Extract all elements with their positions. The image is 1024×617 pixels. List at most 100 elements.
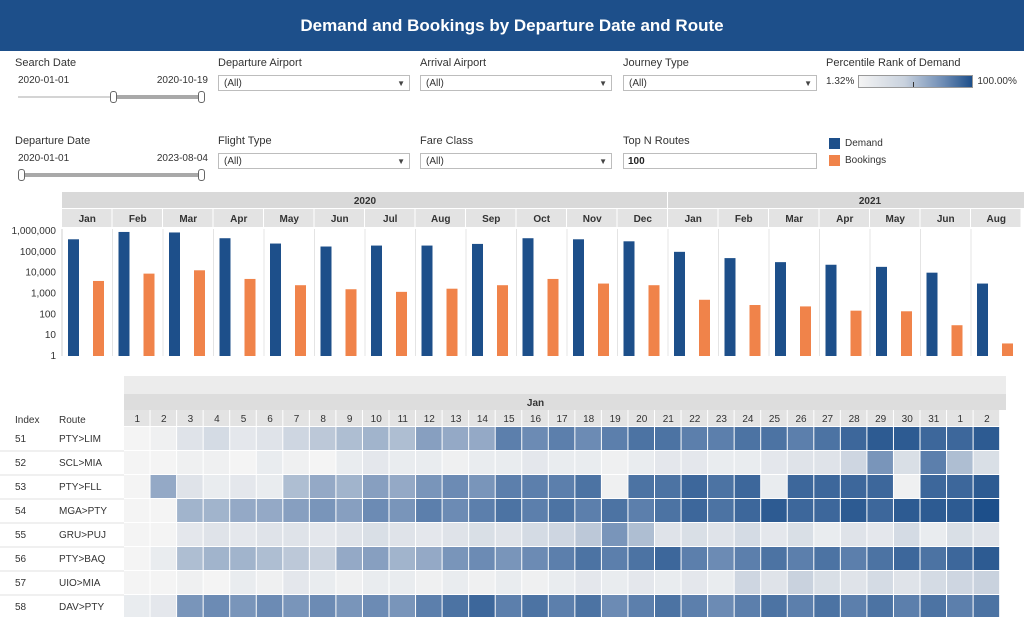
departure-date-max: 2023-08-04 bbox=[156, 153, 208, 164]
departure-date-slider[interactable] bbox=[18, 168, 205, 182]
day-label: 2 bbox=[984, 414, 990, 425]
slider-handle-min[interactable] bbox=[110, 91, 117, 103]
flight-type-dropdown[interactable]: (All) ▼ bbox=[218, 153, 410, 169]
day-header-cell bbox=[840, 410, 867, 426]
y-tick-label: 1,000 bbox=[31, 289, 56, 300]
bookings-bar bbox=[749, 305, 761, 356]
day-label: 6 bbox=[267, 414, 273, 425]
row-route: GRU>PUJ bbox=[59, 530, 106, 541]
heatmap-cell bbox=[283, 571, 309, 594]
heatmap-cell bbox=[309, 451, 336, 474]
heatmap-cell bbox=[203, 451, 230, 474]
heatmap-cell bbox=[814, 523, 840, 546]
legend-demand[interactable]: Demand bbox=[829, 138, 883, 149]
heatmap-cell bbox=[761, 427, 787, 450]
departure-date-min: 2020-01-01 bbox=[18, 153, 70, 164]
heatmap-cell bbox=[469, 523, 495, 546]
heatmap-cell bbox=[708, 451, 734, 474]
heatmap-cell bbox=[867, 427, 893, 450]
day-label: 12 bbox=[424, 414, 436, 425]
top-n-input[interactable] bbox=[623, 153, 817, 169]
bookings-bar bbox=[1002, 343, 1013, 356]
slider-handle-max[interactable] bbox=[198, 169, 205, 181]
heatmap-cell bbox=[601, 571, 628, 594]
heatmap-cell bbox=[973, 475, 1000, 498]
y-tick-label: 10 bbox=[45, 330, 57, 341]
legend-bookings-label: Bookings bbox=[845, 155, 887, 166]
row-route: UIO>MIA bbox=[59, 578, 101, 589]
slider-handle-max[interactable] bbox=[198, 91, 205, 103]
heatmap-cell bbox=[177, 523, 203, 546]
month-header-cell bbox=[870, 209, 920, 227]
month-label: Apr bbox=[836, 214, 853, 225]
heatmap-cell bbox=[920, 451, 947, 474]
legend-bookings[interactable]: Bookings bbox=[829, 155, 886, 166]
heatmap-cell bbox=[336, 547, 362, 570]
month-header-cell bbox=[819, 209, 869, 227]
day-label: 14 bbox=[477, 414, 489, 425]
heatmap-cell bbox=[973, 499, 1000, 522]
heatmap-cell bbox=[867, 547, 893, 570]
heatmap-cell bbox=[761, 499, 787, 522]
heatmap-cell bbox=[256, 499, 283, 522]
heatmap-cell bbox=[177, 571, 203, 594]
row-index: 57 bbox=[15, 578, 27, 589]
month-label: Aug bbox=[431, 214, 450, 225]
heatmap-cell bbox=[734, 451, 761, 474]
departure-airport-filter: Departure Airport (All) ▼ bbox=[218, 57, 410, 91]
heatmap-cell bbox=[681, 475, 708, 498]
slider-fill bbox=[113, 95, 200, 99]
heatmap-cell bbox=[947, 451, 973, 474]
heatmap-cell bbox=[548, 571, 575, 594]
heatmap-cell bbox=[893, 499, 920, 522]
heatmap-cell bbox=[389, 523, 416, 546]
heatmap-cell bbox=[362, 451, 389, 474]
month-label: Nov bbox=[583, 214, 602, 225]
heatmap-cell bbox=[389, 499, 416, 522]
heatmap-cell bbox=[893, 595, 920, 617]
heatmap-cell bbox=[495, 595, 522, 617]
search-date-filter: Search Date 2020-01-01 2020-10-19 bbox=[15, 57, 208, 104]
heatmap-cell bbox=[124, 523, 150, 546]
journey-type-filter: Journey Type (All) ▼ bbox=[623, 57, 817, 91]
heatmap-cell bbox=[336, 523, 362, 546]
heatmap-cell bbox=[628, 523, 654, 546]
month-label: May bbox=[886, 214, 906, 225]
slider-handle-min[interactable] bbox=[18, 169, 25, 181]
heatmap-cell bbox=[708, 427, 734, 450]
departure-airport-dropdown[interactable]: (All) ▼ bbox=[218, 75, 410, 91]
bookings-bar bbox=[901, 311, 912, 356]
heatmap-cell bbox=[230, 547, 256, 570]
day-header-cell bbox=[708, 410, 734, 426]
heatmap-cell bbox=[283, 595, 309, 617]
search-date-label: Search Date bbox=[15, 57, 77, 69]
month-header-cell bbox=[112, 209, 162, 227]
search-date-slider[interactable] bbox=[18, 90, 205, 104]
demand-bar bbox=[977, 283, 988, 356]
bookings-bar bbox=[699, 299, 710, 356]
heatmap-cell bbox=[867, 499, 893, 522]
day-label: 4 bbox=[214, 414, 220, 425]
departure-airport-label: Departure Airport bbox=[218, 57, 302, 69]
month-header-cell bbox=[365, 209, 415, 227]
heatmap-cell bbox=[947, 547, 973, 570]
percentile-range-control[interactable] bbox=[858, 75, 974, 88]
heatmap-cell bbox=[708, 475, 734, 498]
demand-bar bbox=[825, 264, 837, 356]
fare-class-dropdown[interactable]: (All) ▼ bbox=[420, 153, 612, 169]
day-label: 1 bbox=[134, 414, 140, 425]
percentile-marker bbox=[913, 82, 915, 87]
row-index: 53 bbox=[15, 482, 27, 493]
day-header-cell bbox=[973, 410, 1000, 426]
day-label: 28 bbox=[849, 414, 861, 425]
day-label: 22 bbox=[689, 414, 701, 425]
heatmap-cell bbox=[469, 499, 495, 522]
fare-class-value: (All) bbox=[426, 156, 444, 167]
bookings-bar bbox=[93, 280, 104, 356]
heatmap-cell bbox=[734, 499, 761, 522]
day-header-cell bbox=[814, 410, 840, 426]
demand-bar bbox=[775, 262, 786, 356]
heatmap-cell bbox=[230, 571, 256, 594]
arrival-airport-dropdown[interactable]: (All) ▼ bbox=[420, 75, 612, 91]
journey-type-dropdown[interactable]: (All) ▼ bbox=[623, 75, 817, 91]
